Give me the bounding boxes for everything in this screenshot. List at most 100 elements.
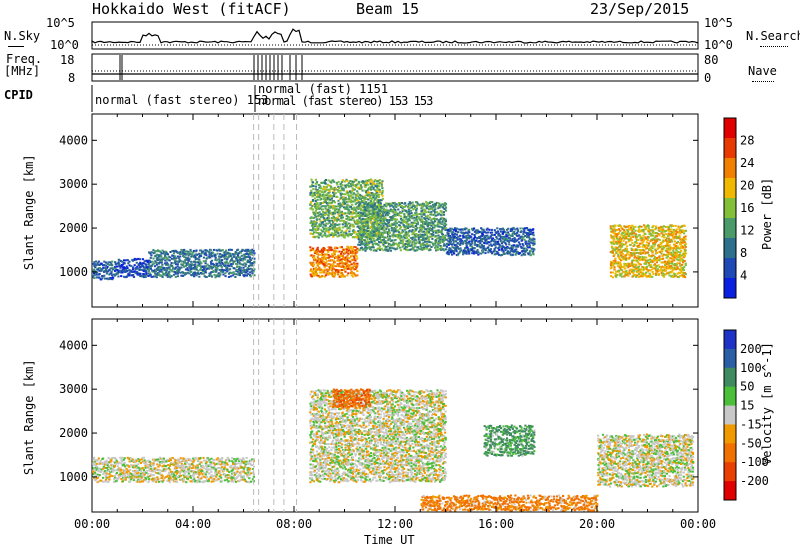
data-cell [342, 269, 346, 272]
data-cell [112, 276, 115, 279]
data-cell [401, 219, 404, 222]
data-cell [641, 228, 644, 231]
data-cell [402, 206, 405, 209]
data-cell [186, 271, 189, 274]
data-cell [432, 242, 435, 245]
data-cell [340, 210, 343, 213]
data-cell [684, 262, 687, 265]
data-cell [376, 228, 379, 231]
data-cell [633, 248, 636, 251]
data-cell [409, 237, 412, 239]
data-cell [139, 272, 142, 275]
data-cell [170, 262, 173, 264]
data-cell [187, 259, 190, 262]
data-cell [220, 261, 224, 264]
data-cell [507, 231, 510, 234]
data-cell [220, 249, 223, 252]
data-cell [631, 242, 634, 245]
data-cell [460, 238, 463, 241]
data-cell [474, 243, 477, 246]
data-cell [338, 260, 341, 263]
data-cell [636, 270, 639, 273]
data-cell [475, 239, 478, 242]
data-cell [401, 210, 404, 213]
data-cell [681, 231, 684, 233]
data-cell [318, 192, 321, 195]
data-cell [160, 268, 163, 271]
data-cell [415, 228, 418, 231]
data-cell [148, 272, 151, 275]
data-cell [149, 267, 152, 270]
data-cell [493, 238, 496, 241]
data-cell [501, 232, 504, 235]
data-cell [93, 460, 97, 463]
data-cell [105, 466, 108, 469]
data-cell [427, 218, 430, 221]
data-cell [244, 269, 247, 271]
data-cell [216, 268, 219, 271]
data-cell [533, 248, 536, 251]
data-cell [423, 246, 426, 249]
data-cell [383, 211, 386, 214]
data-cell [680, 243, 683, 246]
data-cell [390, 246, 393, 249]
data-cell [155, 250, 158, 253]
data-cell [378, 238, 381, 240]
data-cell [425, 221, 428, 224]
data-cell [132, 266, 135, 269]
data-cell [335, 231, 338, 234]
data-cell [407, 214, 410, 217]
data-cell [367, 198, 370, 201]
data-cell [457, 231, 460, 234]
data-cell [332, 195, 336, 198]
data-cell [669, 248, 672, 251]
data-cell [642, 272, 645, 275]
data-cell [490, 228, 493, 231]
data-cell [673, 273, 676, 276]
cpid-panel [91, 85, 256, 112]
data-cell [377, 180, 380, 182]
data-cell [210, 262, 213, 265]
data-cell [233, 253, 236, 256]
data-cell [150, 264, 153, 267]
data-cell [394, 228, 397, 230]
data-cell [379, 219, 382, 221]
data-cell [430, 235, 433, 238]
data-cell [643, 273, 647, 275]
data-cell [321, 249, 324, 252]
data-cell [340, 246, 343, 249]
data-cell [421, 219, 424, 221]
data-cell [670, 225, 673, 228]
data-cell [352, 272, 355, 275]
data-cell [523, 231, 526, 234]
data-cell [371, 206, 374, 209]
data-cell [381, 194, 384, 197]
data-cell [465, 243, 468, 246]
data-cell [641, 237, 644, 240]
data-cell [348, 249, 351, 252]
data-cell [623, 234, 626, 237]
data-cell [106, 265, 109, 268]
data-cell [664, 264, 667, 266]
data-cell [321, 256, 324, 259]
data-cell [633, 269, 636, 272]
data-cell [467, 234, 470, 237]
data-cell [625, 258, 628, 261]
data-cell [671, 274, 674, 277]
data-cell [431, 228, 434, 231]
data-cell [362, 228, 366, 231]
data-cell [328, 233, 331, 236]
data-cell [224, 264, 227, 267]
data-cell [379, 204, 382, 207]
data-cell [320, 213, 323, 216]
data-cell [385, 241, 388, 244]
data-cell [370, 246, 374, 249]
data-cell [340, 193, 343, 195]
data-cell [316, 229, 319, 231]
data-cell [626, 245, 629, 248]
data-cell [666, 229, 669, 232]
data-cell [221, 259, 224, 262]
data-cell [638, 245, 641, 248]
data-cell [98, 272, 101, 275]
data-cell [388, 225, 391, 227]
